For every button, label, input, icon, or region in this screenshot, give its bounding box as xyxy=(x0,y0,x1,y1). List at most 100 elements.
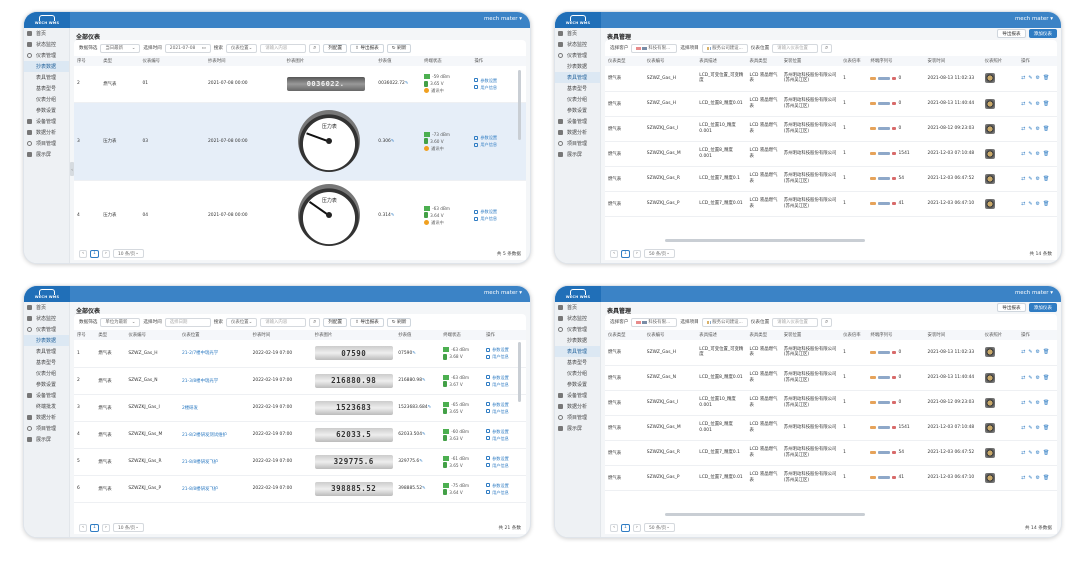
delete-icon[interactable]: 🗑 xyxy=(1043,125,1050,132)
table-row[interactable]: 燃气表 SZWZ_Gas_H LCD_可变位置_可变精度 LCD 液晶燃气表 苏州明动科… xyxy=(605,340,1057,366)
table-row[interactable]: 燃气表 SZWZ_Gas_H LCD_可变位置_可变精度 LCD 液晶燃气表 苏州明动科… xyxy=(605,66,1057,92)
table-row[interactable]: 5 燃气表 SZWZKJ_Gas_R 21-8/8楼研发飞护 2022-02-19 07… xyxy=(74,448,526,476)
user-info-link[interactable]: 用户信息 xyxy=(486,489,523,496)
delete-icon[interactable]: 🗑 xyxy=(1043,374,1050,381)
share-icon[interactable]: ⇄ xyxy=(1021,399,1026,406)
nav-item-monitor[interactable]: 状态监控 xyxy=(24,39,69,50)
nav-item-analysis[interactable]: 数据分析 xyxy=(555,401,600,412)
meter-photo[interactable]: 329775.6 xyxy=(314,454,393,469)
edit-icon[interactable]: ✎ xyxy=(422,378,426,383)
col-header[interactable]: 抄表时间 xyxy=(204,56,284,66)
scope-select[interactable]: 当日最新 ⌄ xyxy=(100,43,141,53)
col-header[interactable]: 抄表图片 xyxy=(311,330,396,340)
user-info-link[interactable]: 用户信息 xyxy=(486,462,523,469)
nav-item-params[interactable]: 参数设置 xyxy=(24,105,69,116)
nav-item-groups[interactable]: 仪表分组 xyxy=(24,94,69,105)
search-field-select[interactable]: 仪表位置 ⌄ xyxy=(225,317,258,327)
nav-item-models[interactable]: 基表型号 xyxy=(555,83,600,94)
vertical-scrollbar[interactable] xyxy=(518,70,521,140)
settings-icon[interactable]: ⚙ xyxy=(1035,449,1041,456)
user-info-link[interactable]: 用户信息 xyxy=(474,215,523,222)
horizontal-scrollbar[interactable] xyxy=(665,513,865,516)
table-row[interactable]: 燃气表 SZWZKJ_Gas_I LCD_位置10_精度0.001 LCD 液晶燃气表… xyxy=(605,116,1057,142)
nav-item-models[interactable]: 基表型号 xyxy=(24,83,69,94)
param-settings-link[interactable]: 参数设置 xyxy=(486,428,523,435)
prev-page-button[interactable]: ‹ xyxy=(610,523,618,532)
nav-item-projects[interactable]: 项目管理 xyxy=(555,412,600,423)
nav-item-readings[interactable]: 抄表数据 xyxy=(24,335,69,346)
meter-photo[interactable] xyxy=(984,123,995,134)
nav-item-monitor[interactable]: 状态监控 xyxy=(24,313,69,324)
meter-photo[interactable]: 62033.5 xyxy=(314,427,393,442)
nav-item-meter-mgmt[interactable]: 仪表管理 xyxy=(24,324,69,335)
nav-item-screen[interactable]: 展示屏 xyxy=(24,434,69,445)
horizontal-scrollbar[interactable] xyxy=(665,239,865,242)
col-header[interactable]: 表具类型 xyxy=(746,56,781,66)
settings-icon[interactable]: ⚙ xyxy=(1035,374,1041,381)
delete-icon[interactable]: 🗑 xyxy=(1043,75,1050,82)
search-button[interactable]: ⌕ xyxy=(821,43,833,53)
col-header[interactable]: 操作 xyxy=(471,56,526,66)
col-header[interactable]: 抄表值 xyxy=(375,56,422,66)
delete-icon[interactable]: 🗑 xyxy=(1043,399,1050,406)
customer-select[interactable]: 科技有限... xyxy=(631,43,678,53)
settings-icon[interactable]: ⚙ xyxy=(1035,424,1041,431)
customer-select[interactable]: 科技有限... xyxy=(631,317,678,327)
user-info-link[interactable]: 用户信息 xyxy=(486,381,523,388)
search-field-select[interactable]: 仪表位置 ⌄ xyxy=(225,43,258,53)
nav-item-readings[interactable]: 抄表数据 xyxy=(24,61,69,72)
table-row[interactable]: 4 燃气表 SZWZKJ_Gas_M 21-8/2楼研发测试维护 2022-02-19 … xyxy=(74,421,526,449)
next-page-button[interactable]: › xyxy=(632,523,641,532)
settings-icon[interactable]: ⚙ xyxy=(1035,399,1041,406)
col-header[interactable]: 仪表照片 xyxy=(981,330,1019,340)
col-header[interactable]: 序号 xyxy=(74,330,96,340)
delete-icon[interactable]: 🗑 xyxy=(1043,449,1050,456)
edit-icon[interactable]: ✎ xyxy=(1028,349,1033,356)
meter-photo[interactable] xyxy=(984,173,995,184)
col-header[interactable]: 终端状态 xyxy=(440,330,484,340)
param-settings-link[interactable]: 参数设置 xyxy=(486,401,523,408)
col-header[interactable]: 仪表编号 xyxy=(139,56,205,66)
page-number[interactable]: 1 xyxy=(621,249,630,258)
delete-icon[interactable]: 🗑 xyxy=(1043,200,1050,207)
user-info-link[interactable]: 用户信息 xyxy=(486,353,523,360)
page-number[interactable]: 1 xyxy=(90,249,99,258)
col-header[interactable]: 操作 xyxy=(483,330,526,340)
cell-location[interactable]: 21-8/2楼研发测试维护 xyxy=(178,421,250,449)
nav-item-analysis[interactable]: 数据分析 xyxy=(24,127,69,138)
col-header[interactable]: 仪表类型 xyxy=(605,330,644,340)
nav-item-analysis[interactable]: 数据分析 xyxy=(24,412,69,423)
meter-photo[interactable]: 1523683 xyxy=(314,400,393,415)
nav-item-projects[interactable]: 项目管理 xyxy=(24,138,69,149)
nav-item-meters[interactable]: 表具管理 xyxy=(24,346,69,357)
nav-item-monitor[interactable]: 状态监控 xyxy=(555,313,600,324)
user-menu[interactable]: mech mater ▾ xyxy=(483,16,522,22)
settings-icon[interactable]: ⚙ xyxy=(1035,200,1041,207)
col-header[interactable]: 安装位置 xyxy=(780,330,841,340)
meter-photo[interactable] xyxy=(984,98,995,109)
col-header[interactable]: 安装位置 xyxy=(780,56,841,66)
table-row[interactable]: 燃气表 SZWZKJ_Gas_P LCD_位置7_精度0.01 LCD 液晶燃气表 苏州… xyxy=(605,465,1057,491)
column-config-button[interactable]: 列配置 xyxy=(323,43,348,53)
meter-photo[interactable] xyxy=(984,397,995,408)
page-size-select[interactable]: 10 条/页 ⌄ xyxy=(112,249,144,258)
refresh-button[interactable]: ↻ 刷新 xyxy=(386,317,412,327)
nav-item-home[interactable]: 首页 xyxy=(555,28,600,39)
column-config-button[interactable]: 列配置 xyxy=(323,317,348,327)
nav-item-models[interactable]: 基表型号 xyxy=(555,357,600,368)
settings-icon[interactable]: ⚙ xyxy=(1035,125,1041,132)
col-header[interactable]: 抄表值 xyxy=(395,330,441,340)
share-icon[interactable]: ⇄ xyxy=(1021,200,1026,207)
col-header[interactable]: 仪表倍率 xyxy=(840,56,868,66)
meter-photo[interactable] xyxy=(984,73,995,84)
col-header[interactable]: 类型 xyxy=(95,330,126,340)
nav-item-analysis[interactable]: 数据分析 xyxy=(555,127,600,138)
col-header[interactable]: 安装时间 xyxy=(924,330,982,340)
search-button[interactable]: ⌕ xyxy=(309,43,321,53)
nav-item-meters[interactable]: 表具管理 xyxy=(555,72,600,83)
gauge-photo[interactable]: 压力表 xyxy=(298,110,361,172)
page-size-select[interactable]: 50 条/页 ⌄ xyxy=(643,523,675,532)
add-meter-button[interactable]: 添加仪表 xyxy=(1028,303,1057,312)
nav-item-params[interactable]: 参数设置 xyxy=(24,379,69,390)
date-picker[interactable]: 选择日期 xyxy=(164,317,211,327)
